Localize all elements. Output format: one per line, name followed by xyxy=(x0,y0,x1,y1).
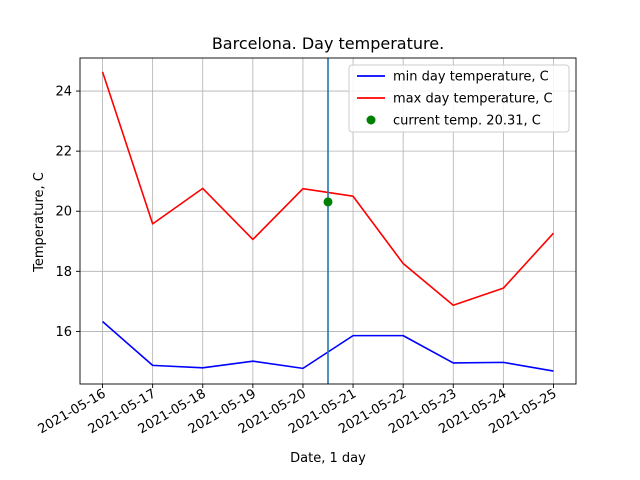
axes-frame xyxy=(79,57,577,385)
x-axis-label: Date, 1 day xyxy=(290,451,366,466)
legend-label: min day temperature, C xyxy=(393,70,549,85)
legend-swatch-dot xyxy=(366,115,376,125)
legend-box xyxy=(348,64,570,133)
chart-title: Barcelona. Day temperature. xyxy=(212,34,444,53)
current-temp-point xyxy=(323,197,333,207)
y-tick-label: 22 xyxy=(55,145,72,160)
y-tick-label: 16 xyxy=(55,325,72,340)
y-tick-label: 18 xyxy=(55,265,72,280)
y-axis-label: Temperature, C xyxy=(32,172,47,273)
legend-label: current temp. 20.31, C xyxy=(393,114,541,129)
y-tick-label: 24 xyxy=(55,85,72,100)
legend-label: max day temperature, C xyxy=(393,92,553,107)
y-tick-label: 20 xyxy=(55,205,72,220)
